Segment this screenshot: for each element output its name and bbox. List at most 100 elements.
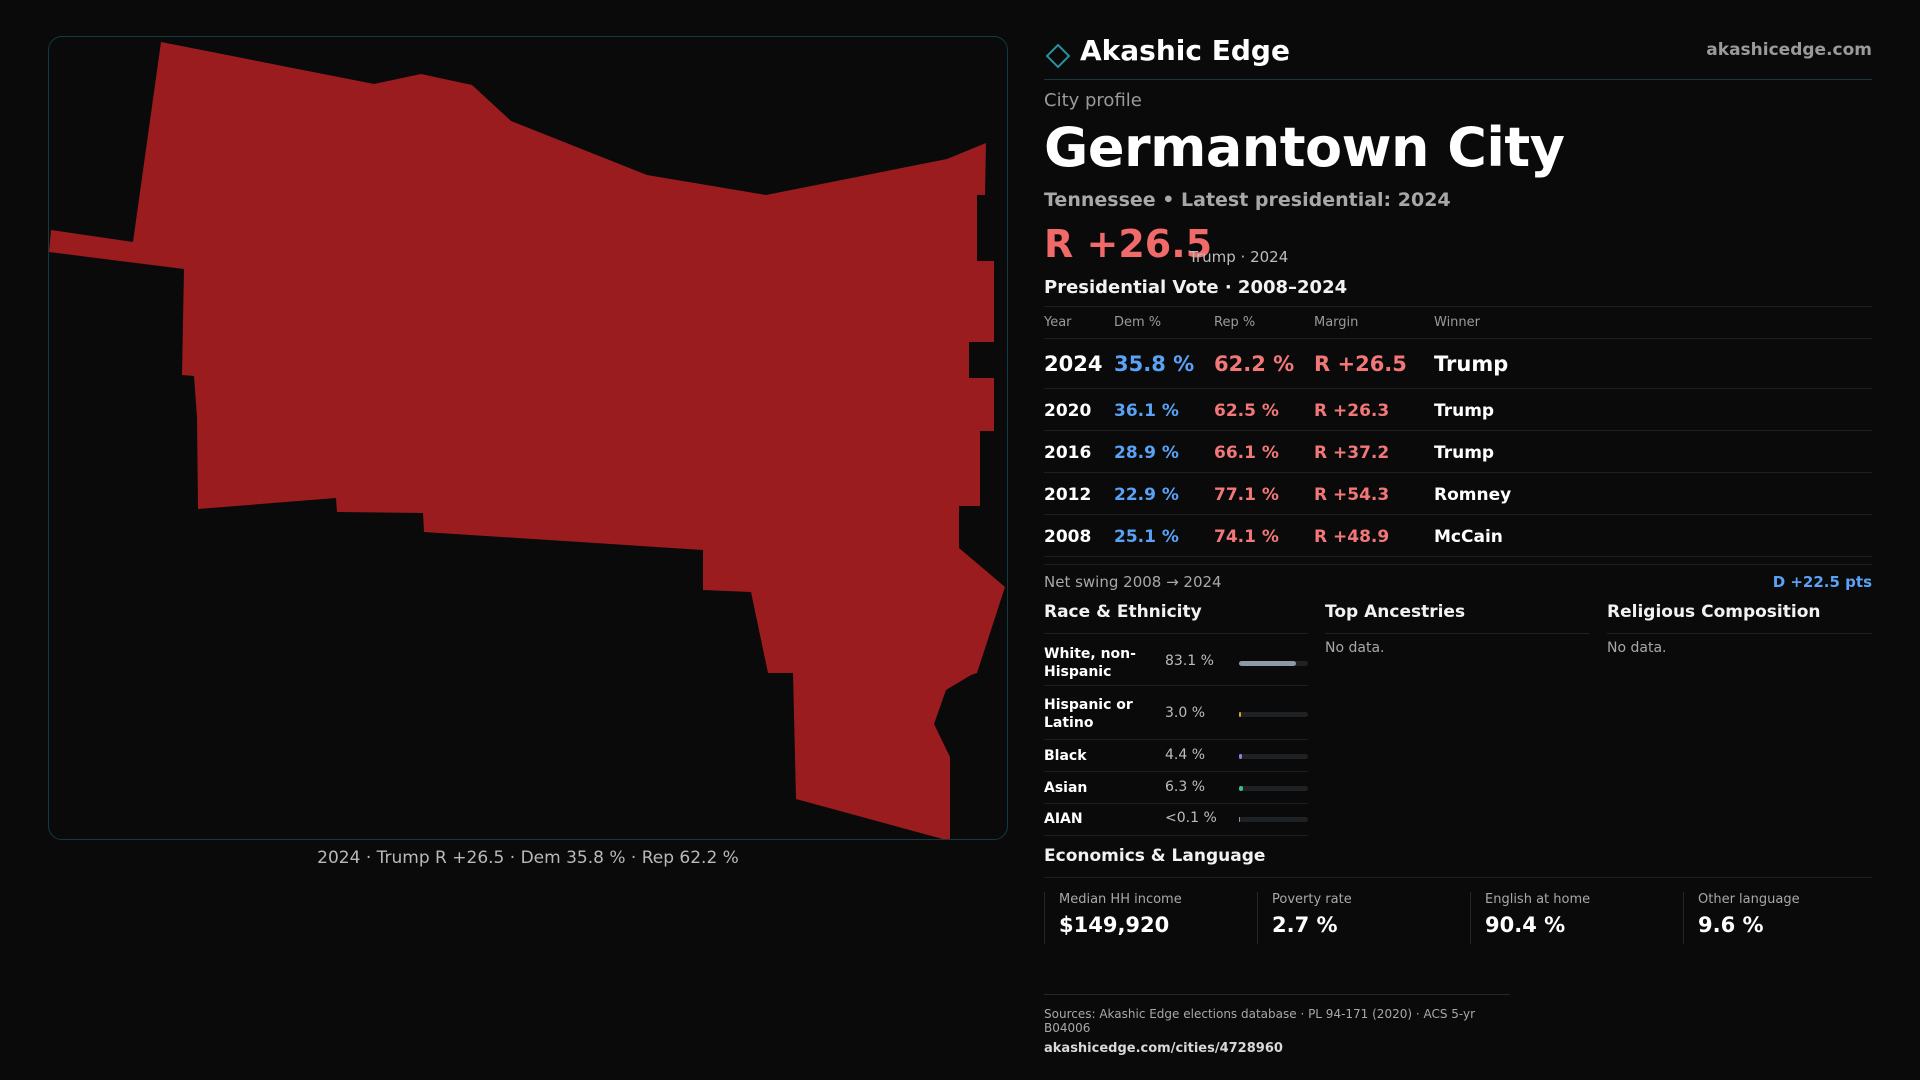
net-swing-row: Net swing 2008 → 2024 D +22.5 pts (1044, 564, 1872, 594)
stat-value: 2.7 % (1272, 913, 1338, 937)
city-boundary-map (49, 42, 1005, 840)
stat-value: 9.6 % (1698, 913, 1764, 937)
headline-margin: R +26.5 (1044, 222, 1213, 266)
row-rep: 62.5 % (1214, 401, 1279, 421)
row-rep: 74.1 % (1214, 527, 1279, 547)
stat-label: English at home (1485, 892, 1591, 907)
row-rep: 77.1 % (1214, 485, 1279, 505)
race-bar-fill (1239, 817, 1241, 822)
stat-label: Poverty rate (1272, 892, 1352, 907)
col-year: Year (1044, 315, 1072, 330)
row-year: 2020 (1044, 401, 1092, 421)
race-bar (1239, 712, 1308, 717)
sources-footer: Sources: Akashic Edge elections database… (1044, 994, 1510, 1056)
col-rep: Rep % (1214, 315, 1256, 330)
stat-poverty-rate: Poverty rate 2.7 % (1257, 892, 1470, 944)
race-label: Asian (1044, 780, 1088, 796)
table-row: 2016 28.9 % 66.1 % R +37.2 Trump (1044, 431, 1872, 473)
vote-table-header: Year Dem % Rep % Margin Winner (1044, 307, 1872, 339)
ancestries-section-title: Top Ancestries (1325, 602, 1589, 634)
brand-header: Akashic Edge akashicedge.com (1044, 32, 1872, 80)
map-caption: 2024 · Trump R +26.5 · Dem 35.8 % · Rep … (317, 848, 739, 868)
row-winner: Trump (1434, 443, 1495, 463)
race-bar-fill (1239, 661, 1297, 666)
city-map[interactable] (48, 36, 1008, 840)
row-margin: R +26.3 (1314, 401, 1390, 421)
race-pct: 83.1 % (1165, 653, 1214, 669)
row-winner: Trump (1434, 401, 1495, 421)
race-row: Hispanic or Latino 3.0 % (1044, 686, 1308, 740)
vote-table: Year Dem % Rep % Margin Winner 2024 35.8… (1044, 306, 1872, 557)
col-margin: Margin (1314, 315, 1359, 330)
net-swing-value: D +22.5 pts (1772, 573, 1872, 591)
race-pct: 4.4 % (1165, 747, 1206, 763)
race-bar-fill (1239, 712, 1242, 717)
race-pct: 6.3 % (1165, 779, 1206, 795)
row-rep: 62.2 % (1214, 352, 1295, 376)
col-winner: Winner (1434, 315, 1481, 330)
religion-section-title: Religious Composition (1607, 602, 1872, 634)
row-year: 2024 (1044, 352, 1103, 376)
race-label: Hispanic or Latino (1044, 697, 1133, 731)
stat-median-income: Median HH income $149,920 (1044, 892, 1257, 944)
row-margin: R +37.2 (1314, 443, 1390, 463)
headline-note: Trump · 2024 (1189, 248, 1289, 266)
race-bar (1239, 786, 1308, 791)
race-pct: 3.0 % (1165, 705, 1206, 721)
row-dem: 36.1 % (1114, 401, 1179, 421)
row-winner: Romney (1434, 485, 1512, 505)
row-margin: R +48.9 (1314, 527, 1390, 547)
economics-section-title: Economics & Language (1044, 846, 1872, 878)
race-label: White, non-Hispanic (1044, 646, 1136, 680)
stat-english-at-home: English at home 90.4 % (1470, 892, 1683, 944)
row-winner: McCain (1434, 527, 1503, 547)
table-row: 2012 22.9 % 77.1 % R +54.3 Romney (1044, 473, 1872, 515)
race-row: AIAN <0.1 % (1044, 804, 1308, 836)
race-label: Black (1044, 748, 1087, 764)
race-section-title: Race & Ethnicity (1044, 602, 1308, 634)
row-dem: 35.8 % (1114, 352, 1195, 376)
race-row: Black 4.4 % (1044, 740, 1308, 772)
page-title: Germantown City (1044, 116, 1565, 179)
stat-label: Other language (1698, 892, 1800, 907)
race-bar-fill (1239, 786, 1244, 791)
row-margin: R +54.3 (1314, 485, 1390, 505)
race-bar (1239, 661, 1308, 666)
race-pct: <0.1 % (1165, 810, 1217, 826)
row-year: 2012 (1044, 485, 1092, 505)
source-url-link[interactable]: akashicedge.com/cities/4728960 (1044, 1041, 1283, 1056)
profile-subtitle: Tennessee • Latest presidential: 2024 (1044, 189, 1451, 211)
race-bar (1239, 817, 1308, 822)
sources-text: Sources: Akashic Edge elections database… (1044, 1007, 1476, 1035)
table-row: 2008 25.1 % 74.1 % R +48.9 McCain (1044, 515, 1872, 557)
stat-value: $149,920 (1059, 913, 1170, 937)
row-year: 2008 (1044, 527, 1092, 547)
race-row: Asian 6.3 % (1044, 772, 1308, 804)
stat-other-language: Other language 9.6 % (1683, 892, 1872, 944)
stat-value: 90.4 % (1485, 913, 1566, 937)
row-rep: 66.1 % (1214, 443, 1279, 463)
race-bar (1239, 754, 1308, 759)
col-dem: Dem % (1114, 315, 1162, 330)
city-boundary-shape[interactable] (49, 42, 1005, 840)
diamond-logo-icon (1045, 43, 1071, 69)
vote-section-title: Presidential Vote · 2008–2024 (1044, 277, 1348, 298)
row-winner: Trump (1434, 352, 1509, 376)
table-row: 2024 35.8 % 62.2 % R +26.5 Trump (1044, 339, 1872, 389)
race-row: White, non-Hispanic 83.1 % (1044, 636, 1308, 686)
religion-empty: No data. (1607, 640, 1667, 656)
stat-label: Median HH income (1059, 892, 1182, 907)
ancestries-empty: No data. (1325, 640, 1385, 656)
net-swing-label: Net swing 2008 → 2024 (1044, 573, 1222, 591)
profile-eyebrow: City profile (1044, 90, 1142, 111)
brand-name[interactable]: Akashic Edge (1080, 34, 1290, 67)
race-bar-fill (1239, 754, 1243, 759)
row-dem: 25.1 % (1114, 527, 1179, 547)
profile-panel: Akashic Edge akashicedge.com City profil… (1044, 0, 1872, 1080)
row-year: 2016 (1044, 443, 1092, 463)
row-margin: R +26.5 (1314, 352, 1407, 376)
row-dem: 28.9 % (1114, 443, 1179, 463)
brand-url-link[interactable]: akashicedge.com (1706, 40, 1872, 60)
row-dem: 22.9 % (1114, 485, 1179, 505)
table-row: 2020 36.1 % 62.5 % R +26.3 Trump (1044, 389, 1872, 431)
